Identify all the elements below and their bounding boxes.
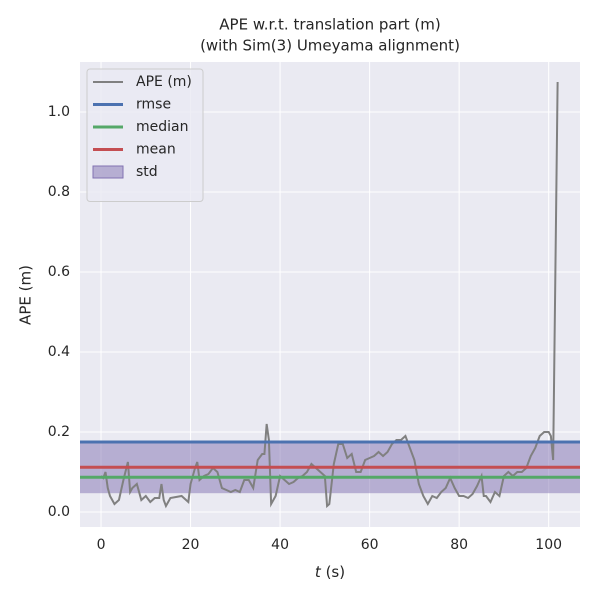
x-label-unit: (s)	[326, 563, 346, 581]
x-tick-label: 20	[182, 537, 200, 553]
legend-label: median	[136, 119, 188, 135]
legend-swatch	[92, 165, 124, 179]
x-tick-label: 40	[271, 537, 289, 553]
x-tick-label: 100	[535, 537, 562, 553]
x-tick-label: 0	[97, 537, 106, 553]
y-tick-label: 0.6	[48, 264, 70, 280]
chart-title: APE w.r.t. translation part (m)	[219, 16, 440, 34]
y-tick-label: 0.2	[48, 424, 70, 440]
y-tick-label: 0.0	[48, 504, 70, 520]
x-tick-label: 60	[361, 537, 379, 553]
legend-label: mean	[136, 142, 176, 158]
legend-label: APE (m)	[136, 74, 192, 90]
y-tick-label: 0.8	[48, 184, 70, 200]
y-axis-label: APE (m)	[17, 265, 35, 325]
y-tick-label: 0.4	[48, 344, 70, 360]
x-axis-label: t (s)	[315, 563, 345, 581]
x-label-var: t	[315, 563, 322, 581]
x-tick-label: 80	[450, 537, 468, 553]
ape-line	[100, 81, 559, 509]
legend-label: rmse	[136, 97, 171, 113]
y-tick-label: 1.0	[48, 104, 70, 120]
legend-label: std	[136, 164, 158, 180]
chart-subtitle: (with Sim(3) Umeyama alignment)	[200, 37, 460, 55]
